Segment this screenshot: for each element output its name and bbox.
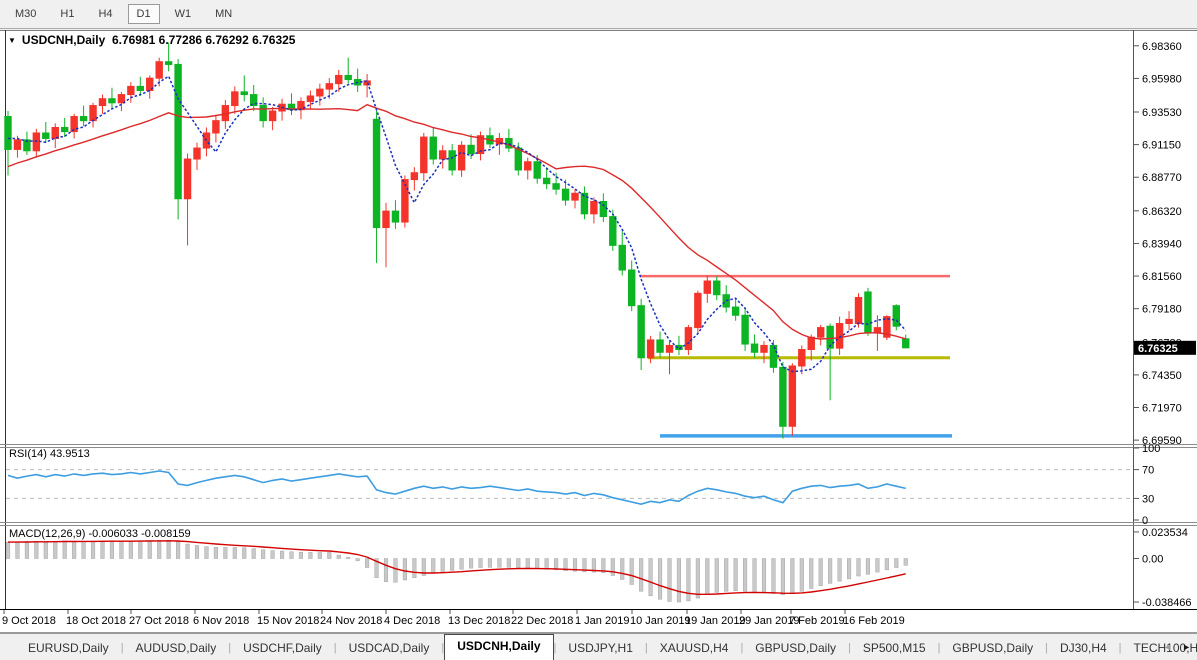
tab-scroll-arrows: ◄ ► xyxy=(1163,640,1191,654)
chart-tab-usdchf-2[interactable]: USDCHF,Daily xyxy=(243,641,322,655)
tab-separator: | xyxy=(937,642,941,654)
timeframe-button-m30[interactable]: M30 xyxy=(15,8,37,20)
chart-tab-usdjpy-5[interactable]: USDJPY,H1 xyxy=(568,641,633,655)
chart-tab-usdcnh-4[interactable]: USDCNH,Daily xyxy=(444,634,554,660)
ohlc-values: 6.76981 6.77286 6.76292 6.76325 xyxy=(111,33,296,47)
chart-tab-sp500-8[interactable]: SP500,M15 xyxy=(862,641,926,655)
tab-separator: | xyxy=(1045,642,1048,654)
symbol-label: USDCNH,Daily xyxy=(21,33,106,47)
tab-separator: | xyxy=(644,642,648,654)
chart-title: ▼ USDCNH,Daily 6.76981 6.77286 6.76292 6.… xyxy=(8,33,295,47)
timeframe-button-w1[interactable]: W1 xyxy=(174,8,192,20)
tab-separator: | xyxy=(847,642,851,654)
timeframe-button-mn[interactable]: MN xyxy=(215,8,233,20)
tab-scroll-right-icon[interactable]: ► xyxy=(1182,642,1191,652)
tab-separator: | xyxy=(228,642,232,654)
tab-separator: | xyxy=(441,642,445,654)
tab-separator: | xyxy=(740,642,744,654)
tab-separator: | xyxy=(120,642,124,654)
chart-tab-xauusd-6[interactable]: XAUUSD,H4 xyxy=(659,641,729,655)
symbol-tab-bar: EURUSD,Daily | AUDUSD,Daily | USDCHF,Daily | U… xyxy=(0,633,1197,660)
chart-tab-gbpusd-7[interactable]: GBPUSD,Daily xyxy=(755,641,836,655)
chart-tab-audusd-1[interactable]: AUDUSD,Daily xyxy=(135,641,217,655)
timeframe-button-h4[interactable]: H4 xyxy=(98,8,113,20)
chart-dropdown-icon[interactable]: ▼ xyxy=(8,36,16,45)
chart-background xyxy=(0,30,1197,632)
chart-tab-dj30-10[interactable]: DJ30,H4 xyxy=(1059,641,1107,655)
timeframe-toolbar: M30 H1 H4 D1 W1 MN xyxy=(0,0,1197,29)
macd-indicator-label: MACD(12,26,9) -0.006033 -0.008159 xyxy=(9,528,191,540)
chart-tab-eurusd-0[interactable]: EURUSD,Daily xyxy=(28,641,109,655)
timeframe-button-d1[interactable]: D1 xyxy=(127,4,160,24)
tab-scroll-left-icon[interactable]: ◄ xyxy=(1163,642,1173,652)
tab-separator: | xyxy=(553,642,557,654)
tab-separator: | xyxy=(1118,642,1122,654)
chart-tab-gbpusd-9[interactable]: GBPUSD,Daily xyxy=(952,641,1034,655)
timeframe-button-h1[interactable]: H1 xyxy=(60,8,75,20)
chart-tab-usdcad-3[interactable]: USDCAD,Daily xyxy=(348,641,430,655)
chart-tab-tech100-11[interactable]: TECH100,H1 xyxy=(1133,641,1197,655)
rsi-indicator-label: RSI(14) 43.9513 xyxy=(9,448,90,460)
tab-separator: | xyxy=(333,642,337,654)
